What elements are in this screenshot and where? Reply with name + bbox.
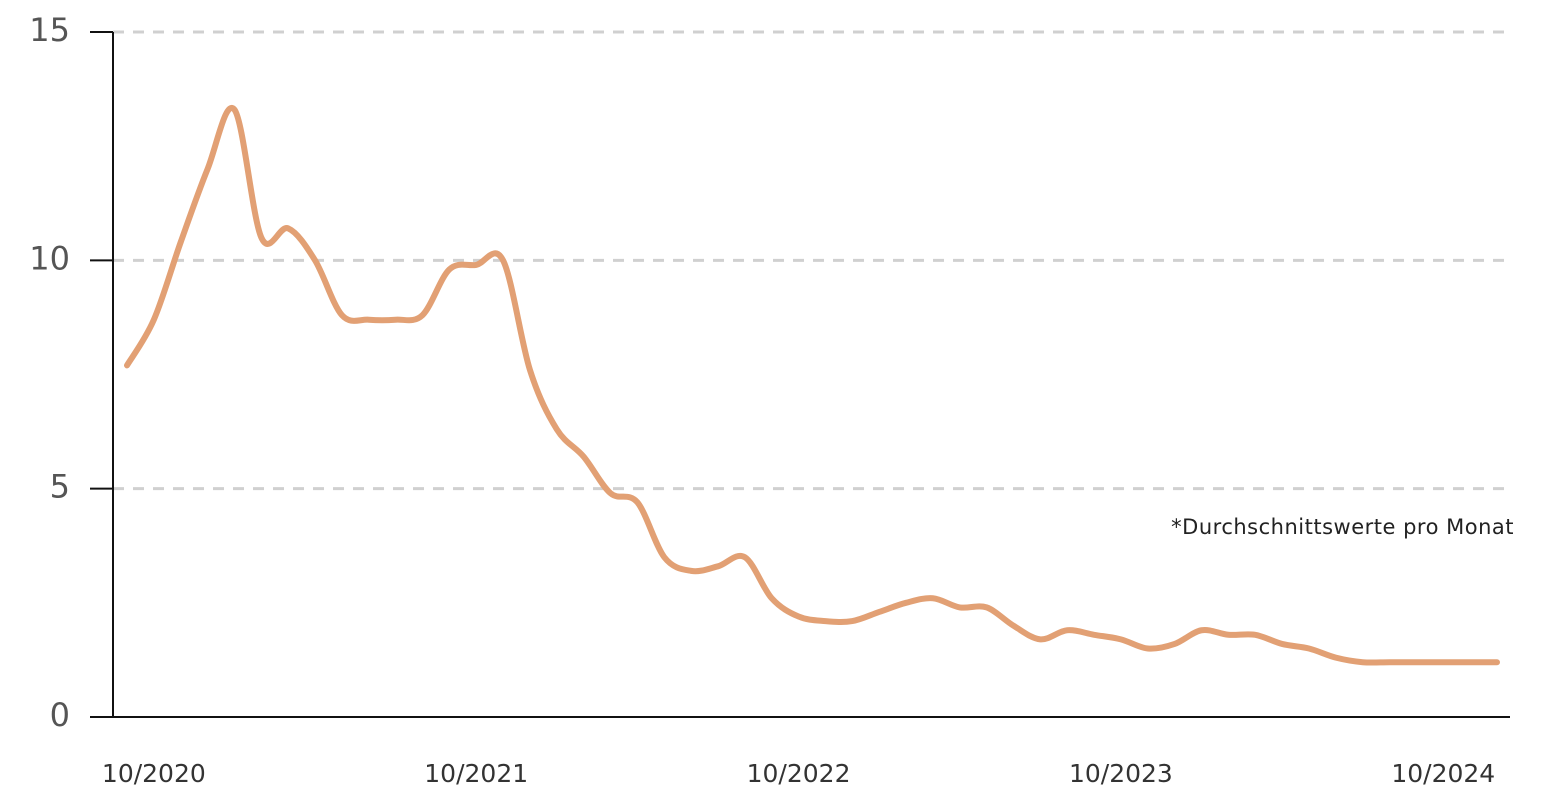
annotation: *Durchschnittswerte pro Monat (1171, 515, 1514, 539)
y-tick-label: 10 (29, 239, 70, 277)
y-tick-label: 5 (50, 468, 70, 506)
x-tick-label: 10/2020 (102, 759, 206, 788)
line-series (124, 104, 1500, 666)
x-tick-label: 10/2022 (747, 759, 851, 788)
y-tick-label: 0 (50, 696, 70, 734)
y-tick-label: 15 (29, 11, 70, 49)
x-tick-label: 10/2021 (424, 759, 528, 788)
x-tick-label: 10/2023 (1069, 759, 1173, 788)
x-tick-label: 10/2024 (1391, 759, 1495, 788)
